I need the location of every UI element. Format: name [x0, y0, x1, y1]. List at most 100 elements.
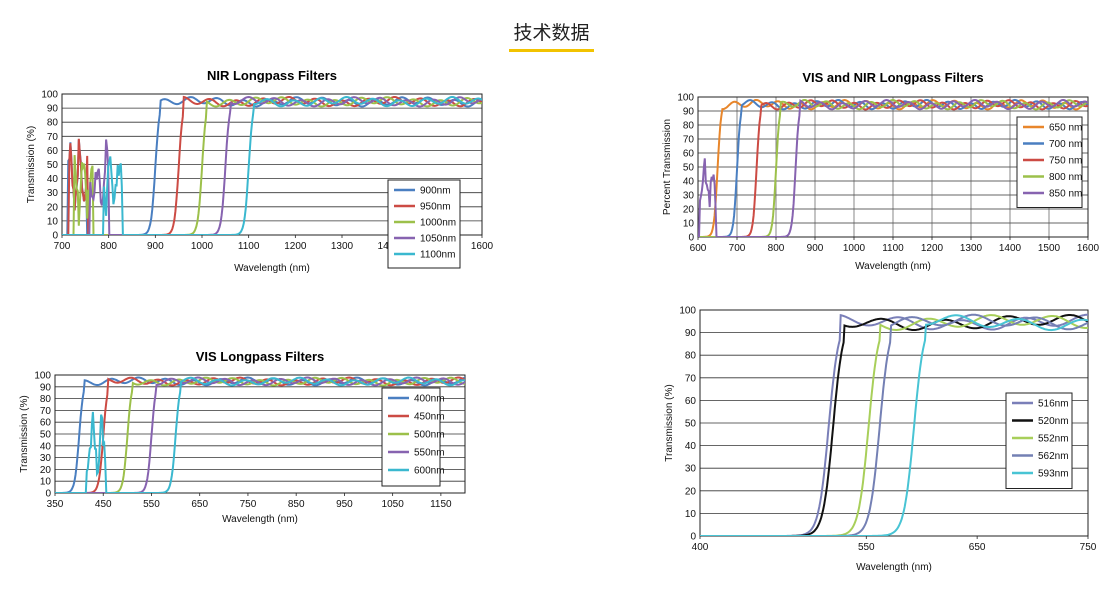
- y-tick-label: 60: [683, 149, 695, 160]
- y-tick-label: 0: [52, 231, 58, 242]
- legend-label: 450nm: [414, 412, 445, 423]
- x-tick-label: 700: [54, 241, 71, 252]
- x-tick-label: 1100: [882, 243, 904, 254]
- series-line-600nm: [55, 376, 465, 493]
- y-tick-label: 70: [685, 373, 697, 384]
- x-tick-label: 600: [690, 243, 707, 254]
- chart-title: VIS Longpass Filters: [196, 349, 325, 364]
- series-line-593nm: [700, 314, 1088, 536]
- y-tick-label: 0: [690, 532, 696, 543]
- x-tick-label: 1000: [843, 243, 866, 254]
- x-tick-label: 900: [807, 243, 824, 254]
- y-tick-label: 20: [47, 202, 59, 213]
- legend-label: 1100nm: [420, 250, 455, 261]
- legend-label: 593nm: [1038, 469, 1069, 480]
- series-line-850nm: [698, 98, 1088, 237]
- x-tick-label: 1200: [284, 241, 307, 252]
- chart-narrow-longpass: 0 10 20 30 40 50 60 70 80 90 100 400 550 650 750 Wavele…: [655, 298, 1100, 578]
- legend-label: 900nm: [420, 186, 451, 197]
- chart-vis-nir-longpass: VIS and NIR Longpass Filters 0 10 20 30 40 50 6…: [655, 62, 1100, 282]
- y-tick-label: 20: [683, 205, 695, 216]
- chart-nir-longpass: NIR Longpass Filters 0 10 20 30 40 50 60 70 80 90 1…: [20, 62, 494, 282]
- chart-svg: 0 10 20 30 40 50 60 70 80 90 100 400 550 650 750 Wavele…: [664, 306, 1097, 574]
- page-title: 技术数据: [509, 18, 594, 52]
- chart-title: NIR Longpass Filters: [207, 68, 337, 83]
- y-tick-label: 0: [45, 489, 51, 500]
- x-tick-label: 1300: [960, 243, 983, 254]
- y-tick-label: 100: [677, 93, 694, 104]
- legend-label: 700 nm: [1049, 139, 1082, 150]
- series-line-552nm: [700, 314, 1088, 536]
- chart-vis-longpass: VIS Longpass Filters 0 10 20 30 40 50 60 70 80 90 1…: [19, 345, 470, 535]
- legend-label: 400nm: [414, 394, 445, 405]
- y-tick-label: 30: [40, 453, 52, 464]
- y-tick-label: 0: [688, 233, 694, 244]
- x-tick-label: 1600: [471, 241, 494, 252]
- legend-label: 550nm: [414, 448, 445, 459]
- y-axis-label: Transmission (%): [19, 395, 30, 472]
- legend-label: 520nm: [1038, 416, 1069, 427]
- series-line-516nm: [700, 313, 1088, 536]
- series-line-1100nm: [62, 95, 482, 235]
- x-tick-label: 550: [143, 499, 160, 510]
- y-axis-label: Transmission (%): [26, 126, 37, 203]
- y-tick-label: 10: [685, 509, 697, 520]
- legend-label: 650 nm: [1049, 123, 1082, 134]
- series-line-500nm: [55, 376, 465, 493]
- legend-label: 1000nm: [420, 218, 456, 229]
- y-tick-label: 30: [685, 464, 697, 475]
- y-tick-label: 30: [683, 191, 695, 202]
- x-tick-label: 550: [858, 542, 875, 553]
- y-tick-label: 100: [41, 90, 58, 101]
- y-tick-label: 90: [685, 328, 697, 339]
- x-tick-label: 800: [768, 243, 785, 254]
- y-tick-label: 60: [47, 146, 59, 157]
- y-tick-label: 60: [685, 396, 697, 407]
- y-tick-label: 20: [40, 465, 52, 476]
- y-tick-label: 100: [34, 371, 51, 382]
- y-tick-label: 40: [40, 441, 52, 452]
- x-tick-label: 950: [336, 499, 353, 510]
- page-header: 技术数据: [0, 18, 1103, 52]
- legend-label: 516nm: [1038, 399, 1069, 410]
- series-line-1050nm: [62, 95, 482, 235]
- chart-svg: NIR Longpass Filters 0 10 20 30 40 50 60 70 80 90 1…: [26, 68, 494, 274]
- y-tick-label: 90: [40, 382, 52, 393]
- legend-label: 600nm: [414, 466, 445, 477]
- chart-svg: VIS and NIR Longpass Filters 0 10 20 30 40 50 6…: [662, 70, 1100, 272]
- legend-label: 500nm: [414, 430, 445, 441]
- legend-label: 950nm: [420, 202, 451, 213]
- x-tick-label: 400: [692, 542, 709, 553]
- x-tick-label: 1000: [191, 241, 214, 252]
- x-tick-label: 900: [147, 241, 164, 252]
- y-tick-label: 10: [47, 216, 59, 227]
- y-tick-label: 100: [679, 306, 696, 317]
- x-tick-label: 1300: [331, 241, 354, 252]
- y-tick-label: 80: [685, 351, 697, 362]
- x-tick-label: 750: [240, 499, 257, 510]
- y-tick-label: 40: [47, 174, 59, 185]
- y-tick-label: 90: [47, 104, 59, 115]
- y-tick-label: 20: [685, 486, 697, 497]
- x-tick-label: 800: [100, 241, 117, 252]
- x-tick-label: 1200: [921, 243, 944, 254]
- y-tick-label: 10: [40, 477, 52, 488]
- plot-frame: [54, 374, 466, 494]
- x-tick-label: 650: [191, 499, 208, 510]
- y-tick-label: 60: [40, 418, 52, 429]
- y-tick-label: 50: [683, 163, 695, 174]
- x-axis-label: Wavelength (nm): [855, 261, 931, 272]
- x-tick-label: 1150: [430, 499, 452, 510]
- x-axis-label: Wavelength (nm): [234, 263, 310, 274]
- legend-label: 850 nm: [1049, 189, 1082, 200]
- y-axis-label: Percent Transmission: [662, 119, 673, 215]
- x-tick-label: 700: [729, 243, 746, 254]
- y-tick-label: 80: [40, 394, 52, 405]
- chart-svg: VIS Longpass Filters01020304050607080901…: [19, 349, 466, 525]
- x-tick-label: 350: [47, 499, 64, 510]
- plot-frame: [61, 93, 483, 236]
- y-axis-label: Transmission (%): [664, 384, 675, 461]
- y-tick-label: 30: [47, 188, 59, 199]
- x-tick-label: 750: [1080, 542, 1097, 553]
- x-tick-label: 1500: [1038, 243, 1061, 254]
